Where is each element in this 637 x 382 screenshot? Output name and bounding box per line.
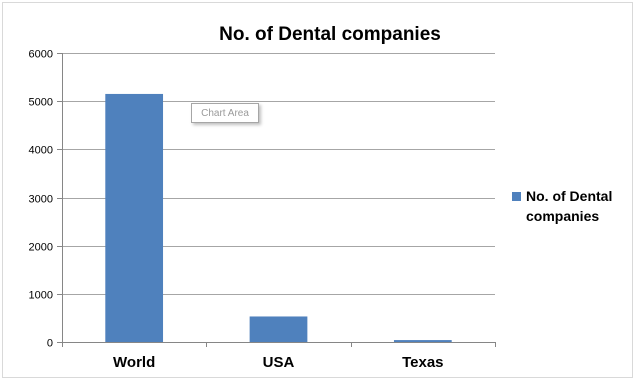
- axes: [57, 53, 496, 347]
- bars: [105, 93, 452, 342]
- x-tick-label: USA: [263, 354, 295, 371]
- legend-label: No. of Dental companies: [526, 186, 636, 226]
- legend-label-line: No. of Dental: [526, 188, 613, 204]
- y-tick-label: 1000: [29, 290, 53, 302]
- y-tick-label: 5000: [29, 97, 53, 109]
- y-tick-labels: 0 1000 2000 3000 4000 5000 6000: [29, 49, 53, 350]
- y-tick-label: 4000: [29, 145, 53, 157]
- y-tick-label: 0: [47, 338, 53, 350]
- x-tick-label: Texas: [402, 354, 443, 371]
- chart-area-tooltip: Chart Area: [191, 103, 259, 123]
- bar-texas[interactable]: [393, 340, 452, 342]
- bar-world[interactable]: [105, 93, 164, 342]
- bar-usa[interactable]: [249, 316, 308, 342]
- chart-title: No. of Dental companies: [219, 24, 441, 45]
- x-tick-label: World: [113, 354, 155, 371]
- legend-label-line: companies: [526, 208, 600, 224]
- y-tick-label: 6000: [29, 49, 53, 61]
- legend-swatch: [512, 192, 521, 201]
- y-tick-label: 2000: [29, 242, 53, 254]
- x-tick-labels: World USA Texas: [113, 354, 443, 371]
- y-tick-label: 3000: [29, 194, 53, 206]
